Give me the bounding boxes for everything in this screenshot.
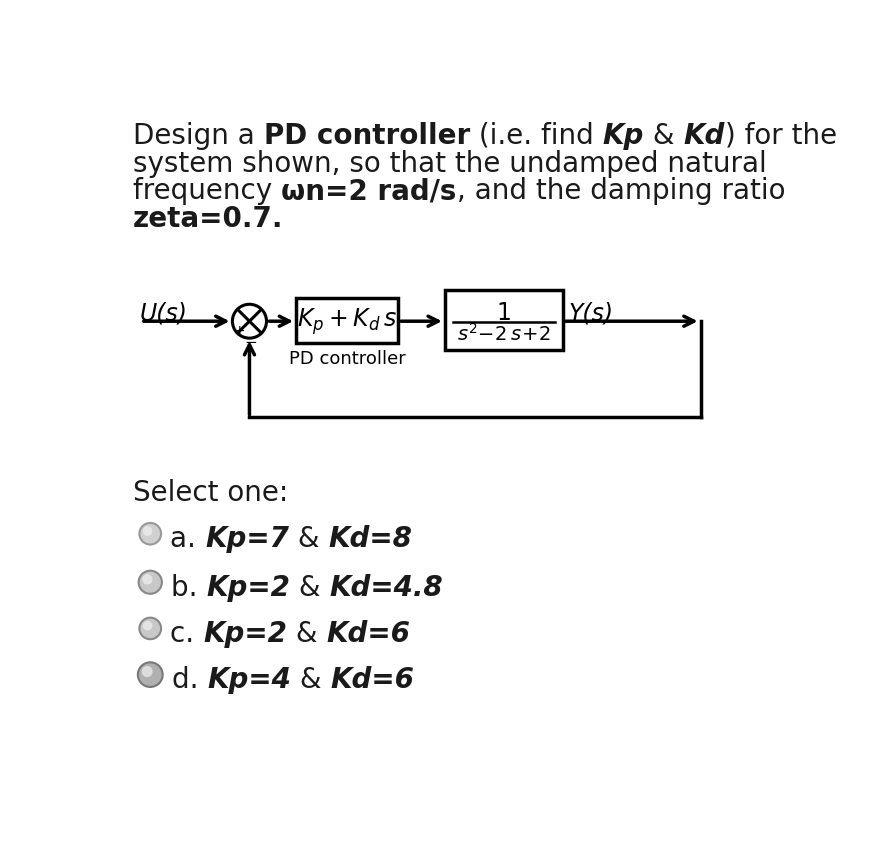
Text: frequency: frequency bbox=[133, 177, 281, 205]
Text: d.: d. bbox=[172, 667, 207, 695]
Text: &: & bbox=[289, 525, 328, 553]
Text: ) for the: ) for the bbox=[725, 122, 837, 150]
Circle shape bbox=[139, 523, 161, 544]
Bar bbox=[445, 290, 563, 350]
Text: system shown, so that the undamped natural: system shown, so that the undamped natur… bbox=[133, 149, 767, 177]
Text: &: & bbox=[291, 667, 331, 695]
Text: Kp=7: Kp=7 bbox=[205, 525, 289, 553]
Circle shape bbox=[142, 666, 153, 677]
Text: a.: a. bbox=[170, 525, 205, 553]
Text: b.: b. bbox=[171, 574, 207, 602]
Text: $\mathit{K_p} + \mathit{K_d}\,s$: $\mathit{K_p} + \mathit{K_d}\,s$ bbox=[297, 306, 397, 337]
Bar bbox=[296, 298, 398, 343]
Text: +: + bbox=[233, 324, 244, 338]
Circle shape bbox=[139, 617, 161, 639]
Text: Kd=6: Kd=6 bbox=[331, 667, 415, 695]
Text: Select one:: Select one: bbox=[133, 479, 288, 507]
Text: &: & bbox=[287, 620, 326, 648]
Text: Y(s): Y(s) bbox=[569, 301, 614, 325]
Text: zeta=0.7.: zeta=0.7. bbox=[133, 205, 284, 233]
Text: PD controller: PD controller bbox=[264, 122, 470, 150]
Text: $s^2\!-\!2\,s\!+\!2$: $s^2\!-\!2\,s\!+\!2$ bbox=[457, 323, 550, 345]
Text: Design a: Design a bbox=[133, 122, 264, 150]
Text: Kp=2: Kp=2 bbox=[203, 620, 287, 648]
Text: c.: c. bbox=[170, 620, 203, 648]
Circle shape bbox=[138, 662, 162, 687]
Text: Kd=4.8: Kd=4.8 bbox=[330, 574, 443, 602]
Circle shape bbox=[233, 304, 267, 338]
Text: −: − bbox=[244, 335, 258, 350]
Text: &: & bbox=[644, 122, 683, 150]
Text: Kd: Kd bbox=[683, 122, 725, 150]
Text: Kp=2: Kp=2 bbox=[207, 574, 291, 602]
Text: &: & bbox=[291, 574, 330, 602]
Text: PD controller: PD controller bbox=[289, 350, 406, 369]
Text: ωn=2 rad/s: ωn=2 rad/s bbox=[281, 177, 457, 205]
Circle shape bbox=[138, 571, 161, 594]
Text: Kd=8: Kd=8 bbox=[328, 525, 412, 553]
Text: Kd=6: Kd=6 bbox=[326, 620, 410, 648]
Circle shape bbox=[143, 526, 153, 536]
Text: U(s): U(s) bbox=[139, 301, 187, 325]
Text: (i.e. find: (i.e. find bbox=[470, 122, 603, 150]
Circle shape bbox=[142, 574, 153, 584]
Text: , and the damping ratio: , and the damping ratio bbox=[457, 177, 785, 205]
Text: Kp: Kp bbox=[603, 122, 644, 150]
Text: Kp=4: Kp=4 bbox=[207, 667, 291, 695]
Text: 1: 1 bbox=[496, 301, 511, 325]
Circle shape bbox=[143, 621, 153, 631]
